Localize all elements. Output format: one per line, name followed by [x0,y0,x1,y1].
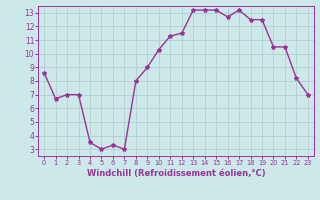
X-axis label: Windchill (Refroidissement éolien,°C): Windchill (Refroidissement éolien,°C) [87,169,265,178]
